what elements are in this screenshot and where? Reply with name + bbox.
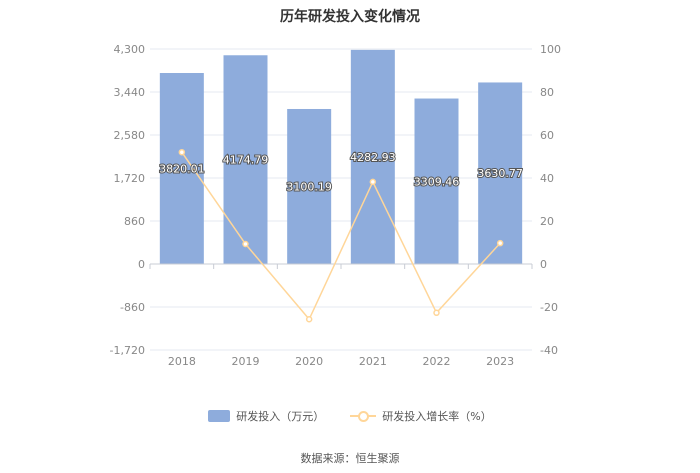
y-right-tick-label: 20	[540, 215, 554, 228]
x-tick-label: 2020	[295, 355, 323, 368]
bars	[159, 49, 523, 264]
bar[interactable]	[223, 55, 268, 264]
x-tick-label: 2018	[168, 355, 196, 368]
y-left-tick-label: -1,720	[110, 344, 145, 357]
bar-value-label: 3820.01	[159, 162, 205, 175]
growth-point[interactable]	[433, 309, 440, 317]
growth-point[interactable]	[242, 240, 249, 248]
y-left-tick-label: 1,720	[114, 172, 146, 185]
x-tick-label: 2023	[486, 355, 514, 368]
bar[interactable]	[350, 49, 395, 264]
right-axis: 100 80 60 40 20 0 -20 -40	[540, 43, 561, 357]
y-right-tick-label: 40	[540, 172, 554, 185]
growth-line	[178, 148, 504, 323]
y-left-tick-label: 2,580	[114, 129, 146, 142]
y-right-tick-label: 100	[540, 43, 561, 56]
bar[interactable]	[159, 72, 204, 264]
bar[interactable]	[414, 98, 459, 264]
y-right-tick-label: -40	[540, 344, 558, 357]
y-right-tick-label: 80	[540, 86, 554, 99]
legend-bar-swatch	[208, 410, 231, 422]
y-right-tick-label: 0	[540, 258, 547, 271]
grid-lines	[150, 48, 532, 351]
growth-point[interactable]	[369, 178, 377, 186]
y-left-tick-label: 0	[138, 258, 145, 271]
legend-item-bar[interactable]: 研发投入（万元）	[208, 408, 324, 424]
x-tick-label: 2022	[423, 355, 451, 368]
growth-point[interactable]	[305, 316, 313, 323]
growth-point[interactable]	[178, 148, 186, 156]
y-left-tick-label: 3,440	[114, 86, 146, 99]
x-tick-label: 2021	[359, 355, 387, 368]
legend: 研发投入（万元） 研发投入增长率（%）	[0, 408, 700, 424]
x-axis: 2018 2019 2020 2021 2022 2023	[149, 263, 533, 368]
bar-value-label: 4282.93	[350, 151, 396, 164]
bar[interactable]	[478, 82, 523, 264]
legend-line-swatch	[350, 410, 377, 422]
legend-line-label: 研发投入增长率（%）	[382, 410, 492, 423]
data-source: 数据来源：恒生聚源	[300, 452, 400, 465]
y-left-tick-label: 860	[124, 215, 145, 228]
growth-line-path	[181, 151, 501, 321]
legend-bar-label: 研发投入（万元）	[236, 410, 325, 423]
chart-title: 历年研发投入变化情况	[280, 9, 420, 25]
bar-value-labels: 3820.01 4174.79 3100.19 4282.93 3309.46 3630.…	[158, 150, 524, 195]
growth-point[interactable]	[496, 239, 504, 247]
bar-value-label: 3309.46	[414, 175, 460, 188]
bar-value-label: 3100.19	[286, 180, 332, 193]
bar[interactable]	[287, 108, 332, 264]
left-axis: 4,300 3,440 2,580 1,720 860 0 -860 -1,720	[110, 43, 145, 357]
legend-item-line[interactable]: 研发投入增长率（%）	[350, 408, 492, 424]
bar-value-label: 3630.77	[477, 167, 523, 180]
y-left-tick-label: 4,300	[114, 43, 146, 56]
bar-value-label: 4174.79	[223, 154, 269, 167]
y-left-tick-label: -860	[120, 301, 145, 314]
y-right-tick-label: 60	[540, 129, 554, 142]
y-right-tick-label: -20	[540, 301, 558, 314]
x-tick-label: 2019	[232, 355, 260, 368]
